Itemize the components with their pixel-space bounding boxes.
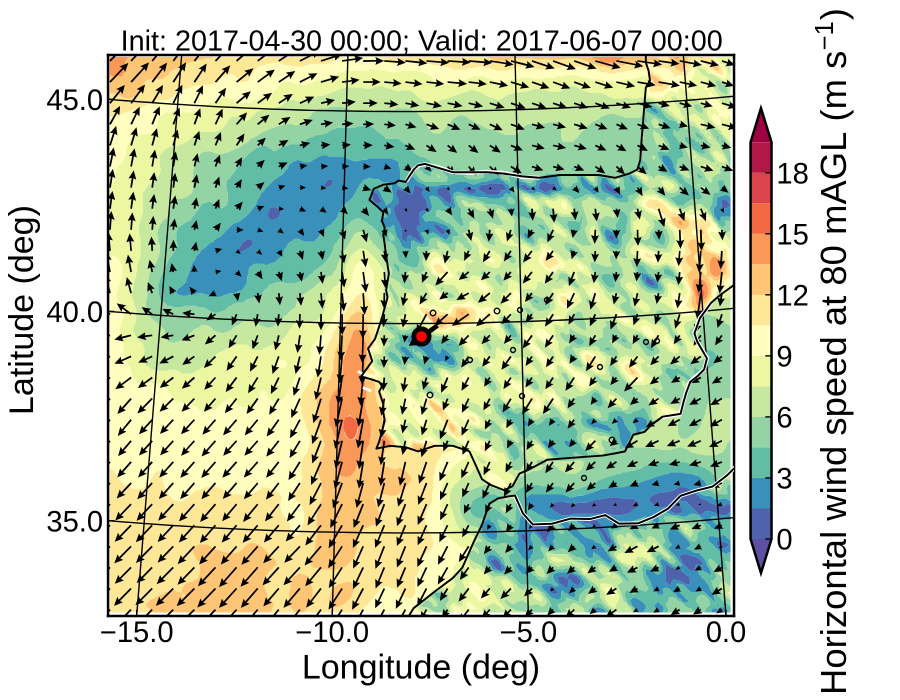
svg-text:−5.0: −5.0 [500,617,558,649]
svg-text:18: 18 [776,158,808,190]
svg-text:Longitude (deg): Longitude (deg) [302,648,540,686]
svg-text:12: 12 [776,280,808,312]
svg-text:Latitude (deg): Latitude (deg) [3,205,41,415]
svg-text:H o r i z: H o r i z o n t a l w i n d s p e e d a … [811,3,854,695]
svg-text:−15.0: −15.0 [100,617,174,649]
svg-text:0: 0 [776,525,792,557]
svg-text:Init: 2017-04-30 00:00; Valid:: Init: 2017-04-30 00:00; Valid: 2017-06-0… [121,26,723,58]
svg-text:45.0: 45.0 [46,85,103,117]
svg-text:−10.0: −10.0 [295,617,369,649]
svg-text:40.0: 40.0 [46,297,103,329]
svg-text:35.0: 35.0 [46,506,103,538]
svg-text:3: 3 [776,464,792,496]
svg-text:9: 9 [776,341,792,373]
svg-text:6: 6 [776,402,792,434]
svg-text:0.0: 0.0 [706,617,747,649]
svg-text:15: 15 [776,219,808,251]
